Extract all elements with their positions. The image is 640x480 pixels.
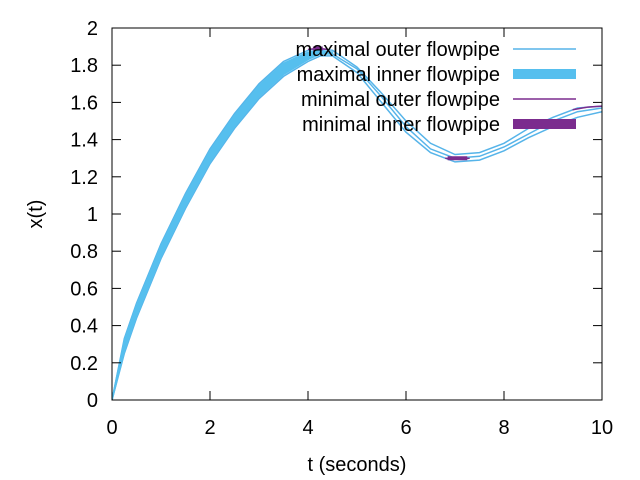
legend-label: minimal inner flowpipe bbox=[302, 114, 500, 136]
legend-swatch bbox=[513, 69, 576, 79]
legend-label: maximal outer flowpipe bbox=[295, 39, 500, 61]
series-band bbox=[112, 49, 334, 400]
series-line-upper bbox=[112, 47, 602, 400]
series-segment bbox=[572, 105, 602, 111]
legend-label: minimal outer flowpipe bbox=[301, 89, 500, 111]
y-tick-label: 0.6 bbox=[70, 278, 98, 300]
legend-swatch bbox=[513, 119, 576, 129]
legend-entry: maximal inner flowpipe bbox=[297, 64, 576, 86]
legend-entry: minimal outer flowpipe bbox=[301, 89, 576, 111]
legend-entry: minimal inner flowpipe bbox=[302, 114, 576, 136]
y-tick-label: 1.2 bbox=[70, 167, 98, 189]
y-tick-label: 2 bbox=[87, 18, 98, 40]
series-3 bbox=[312, 46, 468, 161]
x-tick-label: 4 bbox=[302, 417, 313, 439]
x-tick-label: 8 bbox=[498, 417, 509, 439]
plot-area bbox=[112, 46, 602, 400]
y-tick-label: 0 bbox=[87, 390, 98, 412]
series-line-lower bbox=[112, 55, 602, 400]
axis-ticks: 0 2 4 6 8 10 0 0.2 0.4 0.6 0.8 1 1.2 1.4 1.6 1.8 2 bbox=[70, 18, 613, 439]
y-tick-label: 0.8 bbox=[70, 241, 98, 263]
y-tick-label: 1.4 bbox=[70, 130, 98, 152]
y-tick-label: 1.8 bbox=[70, 55, 98, 77]
y-tick-label: 1 bbox=[87, 204, 98, 226]
x-tick-label: 2 bbox=[204, 417, 215, 439]
legend-label: maximal inner flowpipe bbox=[297, 64, 500, 86]
x-tick-label: 10 bbox=[591, 417, 613, 439]
series-1 bbox=[112, 49, 334, 400]
x-tick-label: 6 bbox=[400, 417, 411, 439]
legend: maximal outer flowpipe maximal inner flow… bbox=[295, 39, 576, 136]
y-tick-label: 0.4 bbox=[70, 316, 98, 338]
x-axis-label: t (seconds) bbox=[308, 454, 407, 476]
y-tick-label: 0.2 bbox=[70, 353, 98, 375]
legend-entry: maximal outer flowpipe bbox=[295, 39, 576, 61]
x-tick-label: 0 bbox=[106, 417, 117, 439]
y-tick-label: 1.6 bbox=[70, 92, 98, 114]
y-axis-label: x(t) bbox=[25, 200, 47, 229]
